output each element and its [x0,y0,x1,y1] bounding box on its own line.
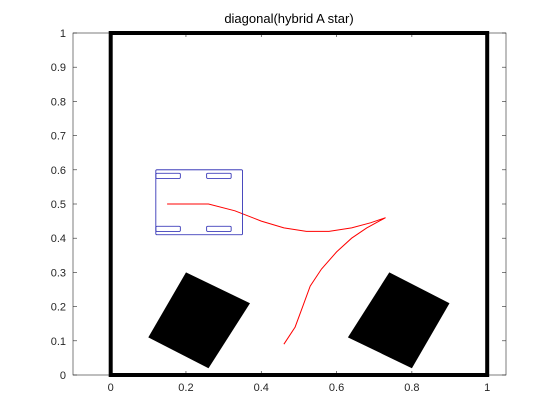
y-tick-label: 0.5 [51,199,66,211]
vehicle-wheel [206,172,232,179]
y-axis: 0 0.1 0.2 0.3 0.4 0.5 0.6 0.7 0.8 0.9 1 [51,28,506,382]
y-tick-label: 0.8 [51,96,66,108]
axes-frame [72,32,507,376]
obstacle [148,272,250,369]
obstacles [148,272,450,369]
vehicle-wheel [155,225,181,232]
x-tick-label: 0 [108,382,114,394]
y-tick-label: 0.6 [51,165,66,177]
obstacle [347,272,450,369]
boundary-wall [108,31,490,377]
axes: 0 0.2 0.4 0.6 0.8 1 0 0.1 0.2 0.3 0.4 0.5 0.6 0.7 0.8… [51,28,507,394]
vehicle-wheel [155,172,181,179]
y-tick-label: 0.1 [51,336,66,348]
vehicle-wheel [206,225,232,232]
x-tick-label: 0.6 [329,382,344,394]
x-tick-label: 0.8 [404,382,419,394]
y-tick-label: 1 [60,28,66,40]
y-tick-label: 0 [60,370,66,382]
x-axis: 0 0.2 0.4 0.6 0.8 1 [108,33,490,394]
y-tick-label: 0.2 [51,302,66,314]
x-tick-label: 1 [484,382,490,394]
y-tick-label: 0.7 [51,131,66,143]
y-tick-label: 0.9 [51,62,66,74]
vehicle [155,169,243,236]
y-tick-label: 0.4 [51,233,66,245]
x-tick-label: 0.2 [178,382,193,394]
vehicle-body [155,169,243,236]
x-tick-label: 0.4 [254,382,269,394]
planned-path [167,203,386,345]
y-tick-label: 0.3 [51,267,66,279]
chart-title: diagonal(hybrid A star) [224,11,353,26]
